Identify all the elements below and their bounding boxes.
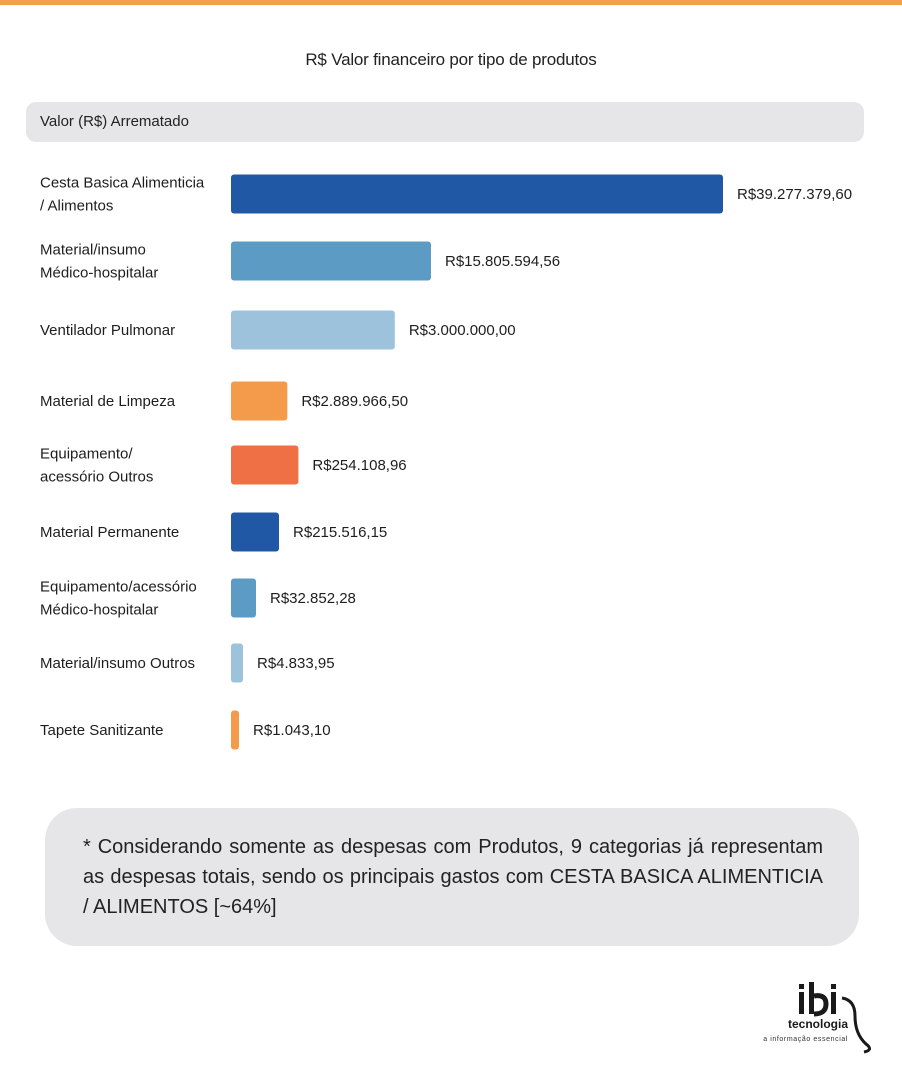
category-label-5-line-1: Equipamento/ [40,446,133,463]
category-label-5-line-2: acessório Outros [40,469,153,486]
category-label-1-line-2: / Alimentos [40,198,113,215]
category-label-7-line-2: Médico-hospitalar [40,602,158,619]
category-label-2-line-2: Médico-hospitalar [40,265,158,282]
category-label-4: Material de Limpeza [40,393,176,410]
bar-3 [231,310,395,350]
value-label-2: R$15.805.594,56 [445,253,560,270]
logo-name: tecnologia [788,1017,848,1031]
bar-9 [231,710,240,750]
top-accent-rule [0,0,902,5]
series-label: Valor (R$) Arrematado [40,113,189,130]
category-label-1-line-1: Cesta Basica Alimenticia [40,175,205,192]
note-text: * Considerando somente as despesas com P… [83,836,823,918]
ibi-logo: tecnologia a informação essencial [763,982,871,1054]
value-label-8: R$4.833,95 [257,655,335,672]
bar-1 [231,174,723,214]
bar-2 [231,241,431,281]
chart-title: R$ Valor financeiro por tipo de produtos [305,50,597,69]
value-label-3: R$3.000.000,00 [409,322,516,339]
category-label-8: Material/insumo Outros [40,655,195,672]
category-label-6: Material Permanente [40,524,179,541]
value-label-1: R$39.277.379,60 [737,186,852,203]
value-label-9: R$1.043,10 [253,722,331,739]
value-label-7: R$32.852,28 [270,590,356,607]
value-label-6: R$215.516,15 [293,524,387,541]
logo-tagline: a informação essencial [763,1036,848,1043]
bar-5 [231,445,299,485]
bar-7 [231,578,256,618]
bar-8 [231,643,244,683]
value-label-5: R$254.108,96 [312,457,406,474]
bar-4 [231,381,288,421]
category-label-7-line-1: Equipamento/acessório [40,579,197,596]
value-label-4: R$2.889.966,50 [301,393,408,410]
bar-6 [231,512,280,552]
category-label-9: Tapete Sanitizante [40,722,163,739]
category-label-3: Ventilador Pulmonar [40,322,175,339]
note-box: * Considerando somente as despesas com P… [45,808,859,946]
bar-chart: R$39.277.379,60 Cesta Basica Alimenticia /… [40,174,852,750]
category-label-2-line-1: Material/insumo [40,242,146,259]
series-header: Valor (R$) Arrematado [26,102,864,142]
